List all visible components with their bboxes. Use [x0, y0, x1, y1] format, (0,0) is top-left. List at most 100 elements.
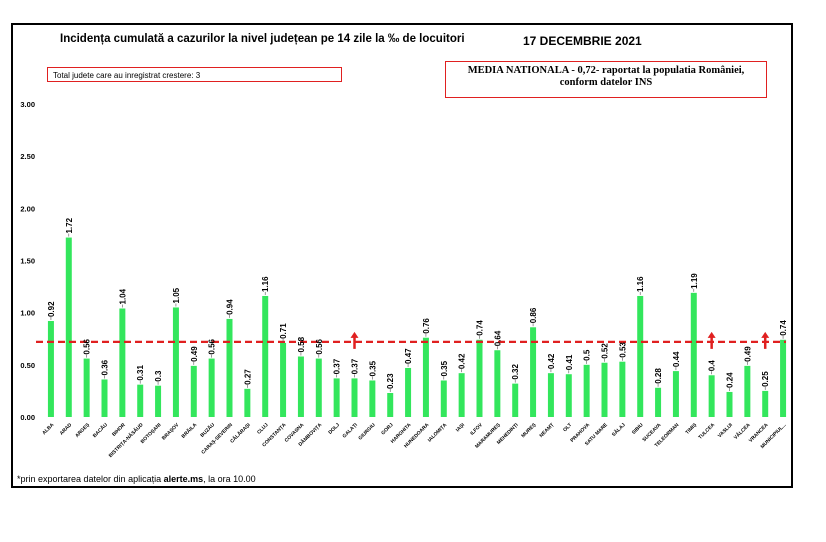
category-label: TIMIȘ [685, 422, 699, 436]
category-label: ARGEȘ [74, 422, 91, 439]
value-label: 0.25 [761, 371, 770, 387]
value-label: 1.19 [690, 273, 699, 289]
bar [655, 388, 661, 417]
footer-prefix: *prin exportarea datelor din aplicația [17, 474, 164, 484]
value-label: 0.28 [654, 368, 663, 384]
category-label: CLUJ [256, 422, 270, 436]
y-tick-label: 3.00 [20, 100, 35, 109]
value-label: 1.05 [172, 287, 181, 303]
value-label: 0.56 [208, 338, 217, 354]
increase-arrow-icon [761, 332, 769, 338]
bar [298, 356, 304, 417]
bar [494, 350, 500, 417]
bar [477, 340, 483, 417]
value-label: 1.16 [636, 276, 645, 292]
value-label: 0.36 [101, 359, 110, 375]
category-label: CĂLĂRAȘI [229, 421, 253, 445]
y-tick-label: 0.00 [20, 413, 35, 422]
category-label: IAȘI [455, 422, 467, 434]
y-tick-label: 2.00 [20, 204, 35, 213]
value-label: 0.23 [386, 373, 395, 389]
bar [387, 393, 393, 417]
value-label: 0.27 [243, 369, 252, 385]
bar [727, 392, 733, 417]
bar [637, 296, 643, 417]
value-label: 0.49 [743, 346, 752, 362]
bar [780, 340, 786, 417]
value-label: 0.4 [708, 360, 717, 372]
value-label: 0.41 [565, 354, 574, 370]
category-label: IALOMIȚA [427, 422, 449, 444]
category-label: ARAD [59, 422, 74, 437]
value-labels: 0.921.720.560.361.040.31 0.31.050.49 0.560… [47, 217, 788, 392]
y-axis: 0.00 0.50 1.00 1.50 2.00 2.50 3.00 [20, 100, 35, 422]
bar [584, 365, 590, 417]
footer-note: *prin exportarea datelor din aplicația a… [17, 474, 256, 484]
bar [762, 391, 768, 417]
bar [352, 378, 358, 417]
bar [48, 321, 54, 417]
bar [280, 343, 286, 417]
bar [530, 327, 536, 417]
value-label: 0.42 [547, 353, 556, 369]
bar [334, 378, 340, 417]
category-label: DOLJ [327, 422, 341, 436]
y-tick-label: 0.50 [20, 361, 35, 370]
value-label: 0.71 [279, 323, 288, 339]
category-label: NEAMȚ [539, 422, 556, 439]
bar [137, 385, 143, 417]
category-label: ILFOV [469, 422, 484, 437]
category-label: MUREȘ [520, 422, 537, 439]
category-label: OLT [562, 422, 573, 433]
value-label: 0.94 [226, 299, 235, 315]
bar [84, 359, 90, 417]
increase-arrow-icon [351, 332, 359, 338]
value-label: 0.35 [368, 360, 377, 376]
value-label: 0.32 [511, 363, 520, 379]
category-label: CARAȘ-SEVERIN [200, 422, 234, 456]
category-label: GIURGIU [357, 422, 377, 442]
category-label: BACĂU [91, 421, 109, 439]
footer-app-name: alerte.ms [164, 474, 204, 484]
category-label: GORJ [380, 422, 394, 436]
bar [66, 238, 72, 417]
category-label: BUZĂU [199, 421, 217, 439]
bar [227, 319, 233, 417]
value-label: 0.76 [422, 318, 431, 334]
value-label: 0.5 [583, 349, 592, 361]
category-labels: ALBA ARAD ARGEȘ BACĂU BIHORBISTRIȚA-NĂSĂUDBO… [41, 421, 788, 459]
category-label: ALBA [41, 422, 55, 436]
bar [209, 359, 215, 417]
bar [155, 386, 161, 417]
category-label: TULCEA [697, 422, 716, 441]
value-label: 1.04 [118, 288, 127, 304]
bar [262, 296, 268, 417]
bar [691, 293, 697, 417]
bar [566, 374, 572, 417]
category-label: BRĂILA [180, 421, 199, 440]
bar [369, 380, 375, 417]
value-label: 0.31 [136, 365, 145, 381]
bar [405, 368, 411, 417]
value-label: 0.56 [83, 338, 92, 354]
bar [244, 389, 250, 417]
bar [744, 366, 750, 417]
value-label: 1.72 [65, 217, 74, 233]
value-label: 0.64 [493, 330, 502, 346]
value-label: 0.86 [529, 307, 538, 323]
value-label: 0.58 [297, 336, 306, 352]
y-tick-label: 1.50 [20, 257, 35, 266]
bar [619, 362, 625, 417]
bar [673, 371, 679, 417]
bar [119, 308, 125, 417]
bar [441, 380, 447, 417]
bar-chart: 0.000.501.001.502.002.503.00 0.921.720.5… [0, 0, 826, 542]
value-label: 0.53 [618, 342, 627, 358]
value-label: 0.42 [458, 353, 467, 369]
y-tick-label: 2.50 [20, 152, 35, 161]
value-label: 0.35 [440, 360, 449, 376]
footer-suffix: , la ora 10.00 [203, 474, 256, 484]
bar [709, 375, 715, 417]
value-label: 0.49 [190, 346, 199, 362]
bar [459, 373, 465, 417]
